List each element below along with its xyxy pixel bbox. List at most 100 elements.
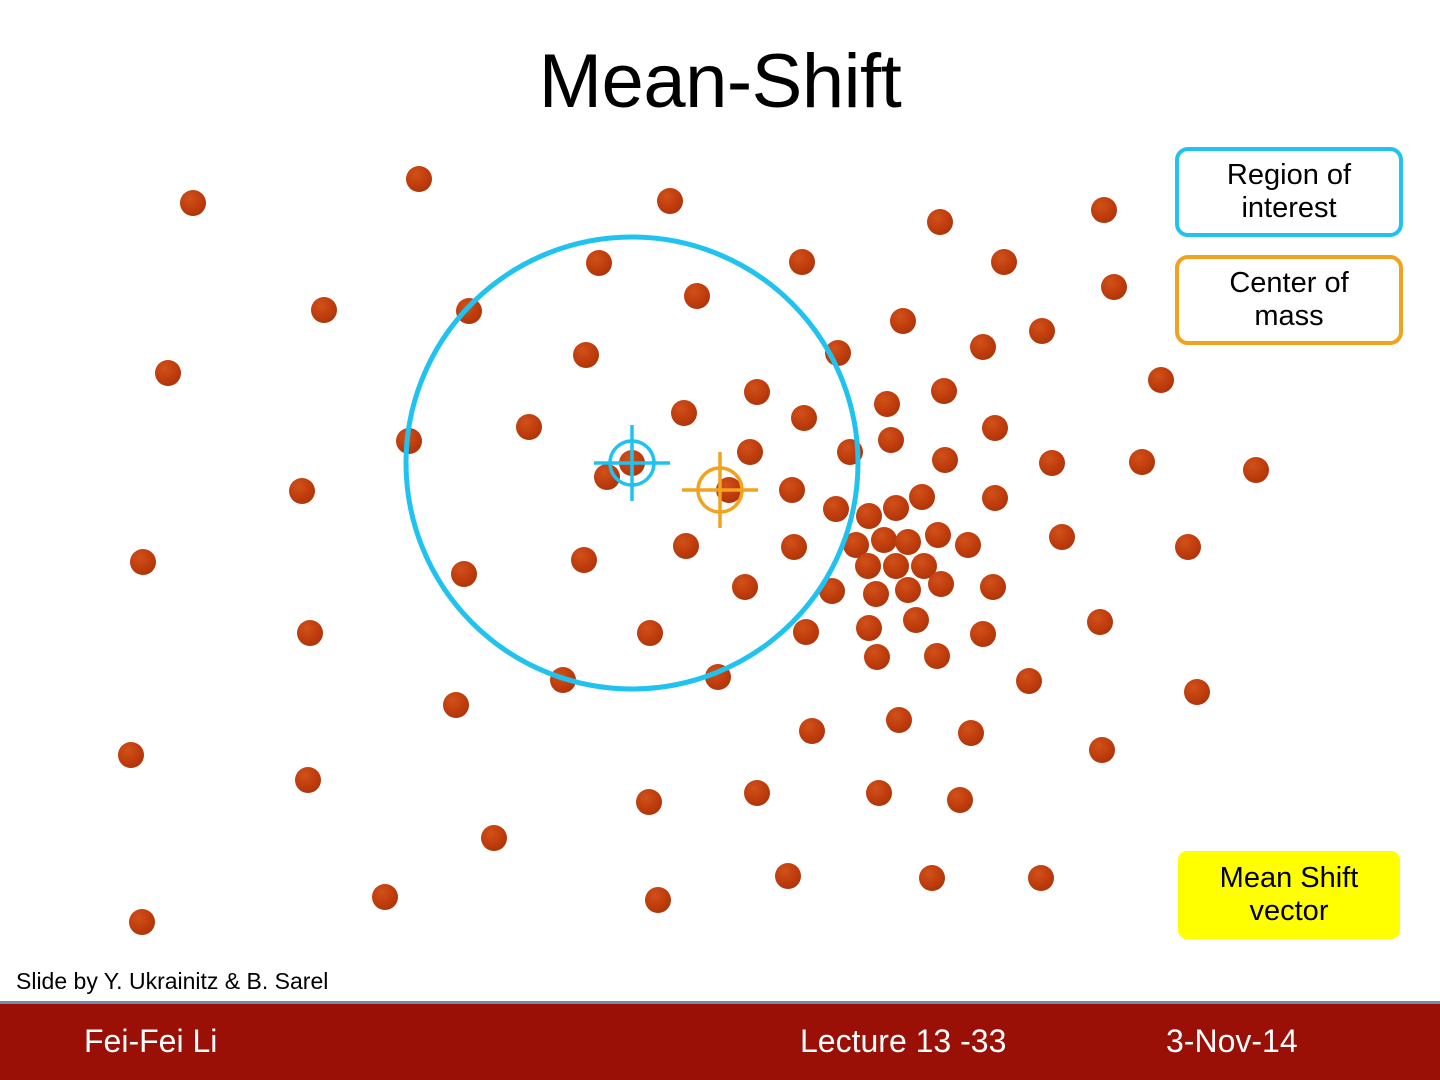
data-point [886,707,912,733]
data-point [823,496,849,522]
data-point [775,863,801,889]
data-point [443,692,469,718]
data-point [155,360,181,386]
data-point [311,297,337,323]
callout-center-of-mass: Center of mass [1175,255,1403,345]
data-point [586,250,612,276]
data-point [1087,609,1113,635]
data-point [481,825,507,851]
data-point [903,607,929,633]
data-point [909,484,935,510]
center-of-mass-crosshair-icon [682,452,758,528]
page-title: Mean-Shift [538,39,902,124]
data-point [955,532,981,558]
data-point [295,767,321,793]
data-point [1049,524,1075,550]
data-point [1029,318,1055,344]
data-point [118,742,144,768]
scatter-plot-svg [118,166,1269,935]
footer-author: Fei-Fei Li [84,1023,218,1059]
data-point [744,379,770,405]
data-point [928,571,954,597]
data-point [1101,274,1127,300]
data-point [874,391,900,417]
data-point [594,464,620,490]
data-point [297,620,323,646]
data-point [636,789,662,815]
data-point [779,477,805,503]
data-point [895,529,921,555]
region-of-interest-circle [403,234,861,692]
data-point [864,644,890,670]
data-point [732,574,758,600]
data-point [991,249,1017,275]
annotation-group [403,234,861,692]
callout-center-line1: Center of [1229,266,1349,299]
callout-center-line2: mass [1254,300,1324,332]
callout-region-of-interest: Region of interest [1175,147,1403,237]
data-point [866,780,892,806]
data-point [856,503,882,529]
data-point-group [118,166,1269,935]
slide-attribution: Slide by Y. Ukrainitz & B. Sarel [16,968,329,994]
data-point [919,865,945,891]
data-point [781,534,807,560]
data-point [982,485,1008,511]
data-point [456,298,482,324]
data-point [289,478,315,504]
data-point [931,378,957,404]
data-point [856,615,882,641]
data-point [871,527,897,553]
data-point [737,439,763,465]
data-point [970,621,996,647]
data-point [637,620,663,646]
data-point [895,577,921,603]
footer-lecture-number: Lecture 13 -33 [800,1023,1007,1059]
data-point [130,549,156,575]
data-point [1175,534,1201,560]
data-point [970,334,996,360]
data-point [982,415,1008,441]
callout-mean-shift-vector: Mean Shift vector [1178,851,1400,939]
data-point [180,190,206,216]
data-point [129,909,155,935]
data-point [947,787,973,813]
data-point [883,553,909,579]
data-point [406,166,432,192]
footer-bar [0,1004,1440,1080]
data-point [671,400,697,426]
callout-region-line1: Region of [1226,158,1352,191]
window-center-crosshair-icon [594,425,670,501]
data-point [843,532,869,558]
data-point [1129,449,1155,475]
data-point [927,209,953,235]
data-point [791,405,817,431]
data-point [1028,865,1054,891]
data-point [925,522,951,548]
data-point [883,495,909,521]
data-point [451,561,477,587]
data-point [924,643,950,669]
data-point [1184,679,1210,705]
scatter-plot-area [118,166,1269,935]
data-point [890,308,916,334]
data-point [573,342,599,368]
data-point [372,884,398,910]
data-point [1148,367,1174,393]
data-point [673,533,699,559]
data-point [571,547,597,573]
data-point [980,574,1006,600]
data-point [958,720,984,746]
data-point [932,447,958,473]
callout-region-line2: interest [1241,192,1337,224]
data-point [855,553,881,579]
data-point [744,780,770,806]
data-point [1243,457,1269,483]
data-point [793,619,819,645]
data-point [1016,668,1042,694]
data-point [1091,197,1117,223]
data-point [684,283,710,309]
data-point [799,718,825,744]
callout-vector-line2: vector [1249,895,1329,927]
